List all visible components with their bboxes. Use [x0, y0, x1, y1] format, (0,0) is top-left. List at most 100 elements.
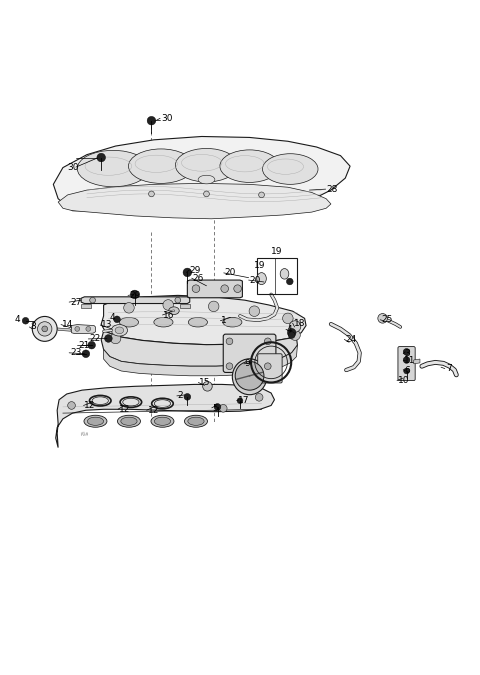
Circle shape [403, 348, 410, 355]
Text: 30: 30 [68, 163, 79, 172]
Circle shape [264, 363, 271, 370]
Text: Kia: Kia [80, 431, 89, 437]
Text: 23: 23 [70, 348, 82, 357]
Text: 21: 21 [78, 341, 90, 350]
Text: 20: 20 [250, 275, 261, 285]
Ellipse shape [84, 415, 107, 427]
Circle shape [288, 331, 295, 338]
Circle shape [237, 398, 243, 404]
Polygon shape [187, 280, 242, 298]
Circle shape [88, 342, 96, 349]
Circle shape [75, 327, 80, 331]
Text: 19: 19 [254, 261, 266, 270]
Circle shape [42, 326, 48, 331]
Circle shape [82, 350, 90, 358]
Polygon shape [104, 345, 298, 376]
Circle shape [221, 285, 228, 292]
Circle shape [147, 116, 156, 125]
Ellipse shape [220, 150, 279, 182]
Text: 15: 15 [199, 379, 211, 387]
Ellipse shape [188, 317, 207, 327]
Text: 4: 4 [110, 313, 116, 322]
Circle shape [97, 153, 106, 162]
FancyBboxPatch shape [398, 346, 415, 381]
Polygon shape [72, 325, 96, 333]
Circle shape [378, 314, 387, 323]
Text: 29: 29 [190, 266, 201, 275]
Polygon shape [58, 184, 331, 219]
Ellipse shape [120, 317, 139, 327]
Ellipse shape [155, 417, 170, 425]
Text: 2: 2 [178, 392, 183, 400]
Circle shape [208, 301, 219, 312]
Text: 13: 13 [101, 320, 113, 329]
Text: 17: 17 [238, 396, 249, 405]
Circle shape [287, 278, 293, 285]
Circle shape [219, 404, 227, 412]
Text: 7: 7 [446, 364, 452, 373]
FancyBboxPatch shape [258, 354, 282, 383]
Text: 30: 30 [161, 114, 172, 123]
Ellipse shape [188, 417, 204, 425]
Text: 4: 4 [287, 325, 292, 334]
Text: 10: 10 [398, 376, 409, 385]
Ellipse shape [111, 325, 128, 336]
Text: 19: 19 [271, 246, 283, 256]
Circle shape [249, 306, 260, 317]
Text: 26: 26 [192, 274, 204, 283]
Text: 28: 28 [326, 185, 337, 194]
Ellipse shape [77, 151, 149, 187]
Text: 27: 27 [70, 298, 82, 306]
Circle shape [192, 285, 200, 292]
Ellipse shape [154, 317, 173, 327]
Text: 9: 9 [245, 359, 251, 369]
Ellipse shape [257, 273, 266, 285]
Ellipse shape [151, 415, 174, 427]
Polygon shape [101, 331, 298, 367]
Circle shape [149, 191, 155, 197]
Text: 14: 14 [62, 319, 73, 329]
Circle shape [214, 404, 221, 410]
Text: 4: 4 [15, 315, 21, 324]
Circle shape [90, 297, 96, 303]
Circle shape [183, 268, 192, 277]
Text: 18: 18 [294, 319, 305, 327]
Ellipse shape [280, 269, 289, 279]
Ellipse shape [223, 317, 242, 327]
Text: 3: 3 [404, 349, 410, 358]
Circle shape [289, 321, 301, 332]
Ellipse shape [121, 417, 137, 425]
Circle shape [288, 329, 296, 337]
FancyBboxPatch shape [223, 334, 276, 373]
Circle shape [163, 300, 173, 310]
Text: 6: 6 [404, 366, 410, 375]
Circle shape [114, 316, 120, 323]
Circle shape [32, 317, 57, 342]
Polygon shape [101, 296, 306, 345]
Circle shape [184, 394, 191, 400]
Circle shape [403, 356, 410, 363]
Ellipse shape [118, 415, 141, 427]
Circle shape [203, 381, 212, 391]
Polygon shape [414, 359, 420, 364]
Polygon shape [81, 297, 190, 304]
Ellipse shape [175, 148, 238, 182]
Polygon shape [57, 328, 72, 331]
Text: 20: 20 [225, 269, 236, 277]
Text: 29: 29 [129, 292, 140, 300]
Text: 8: 8 [30, 323, 36, 331]
Polygon shape [53, 136, 350, 215]
Circle shape [264, 338, 271, 345]
Circle shape [131, 290, 139, 299]
Circle shape [105, 335, 112, 342]
Text: 16: 16 [163, 310, 175, 319]
Circle shape [22, 317, 29, 324]
Polygon shape [56, 384, 275, 448]
Text: 12: 12 [148, 406, 159, 414]
Ellipse shape [184, 415, 207, 427]
Circle shape [68, 402, 75, 409]
Ellipse shape [129, 149, 193, 184]
Polygon shape [81, 304, 91, 308]
Circle shape [283, 313, 293, 323]
Text: 24: 24 [345, 335, 357, 344]
